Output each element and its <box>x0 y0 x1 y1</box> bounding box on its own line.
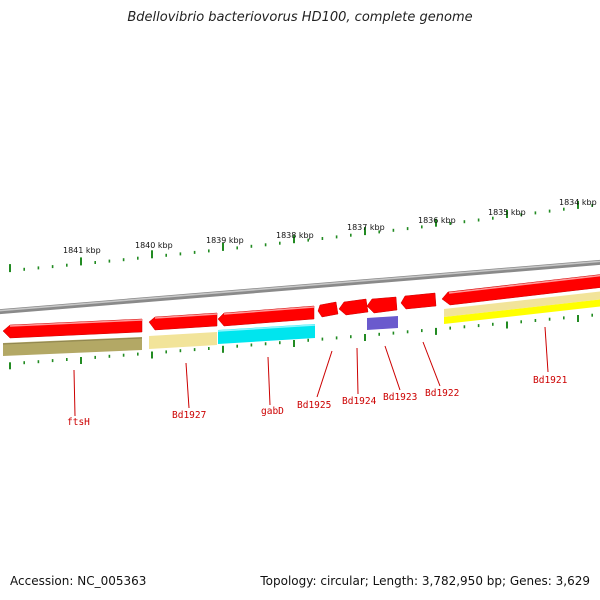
accession-label: Accession: NC_005363 <box>10 574 147 588</box>
scale-labels: 1841 kbp 1840 kbp 1839 kbp 1838 kbp 1837… <box>63 198 597 255</box>
cog-feature[interactable] <box>444 299 600 324</box>
label-leaders <box>73 326 549 417</box>
cds-feature[interactable] <box>366 296 398 314</box>
cds-feature[interactable] <box>317 301 339 318</box>
cds-feature[interactable] <box>217 305 315 327</box>
gene-label-gabd[interactable]: gabD <box>261 406 284 417</box>
cog-feature[interactable] <box>444 291 600 317</box>
cds-feature[interactable] <box>2 318 143 339</box>
scale-label: 1835 kbp <box>488 208 526 217</box>
gene-label-bd1925[interactable]: Bd1925 <box>297 400 331 411</box>
cds-feature[interactable] <box>338 298 369 316</box>
scale-label: 1834 kbp <box>559 198 597 207</box>
gene-label-ftsh[interactable]: ftsH <box>67 417 90 428</box>
cds-feature[interactable] <box>400 292 437 310</box>
outer-tick-ring <box>9 200 594 273</box>
gene-label-bd1922[interactable]: Bd1922 <box>425 388 459 399</box>
cog-feature-track <box>2 291 600 356</box>
genome-title: Bdellovibrio bacteriovorus HD100, comple… <box>127 10 473 25</box>
forward-cds-track <box>317 274 600 318</box>
cog-feature[interactable] <box>149 332 217 349</box>
genome-backbone <box>0 259 600 315</box>
cds-feature[interactable] <box>441 274 600 306</box>
scale-label: 1840 kbp <box>135 241 173 250</box>
cog-feature[interactable] <box>218 324 315 344</box>
scale-label: 1837 kbp <box>347 223 385 232</box>
gene-label-bd1927[interactable]: Bd1927 <box>172 410 206 421</box>
cog-feature[interactable] <box>367 316 398 330</box>
gene-label-bd1923[interactable]: Bd1923 <box>383 392 417 403</box>
scale-label: 1841 kbp <box>63 246 101 255</box>
cog-feature[interactable] <box>3 337 142 356</box>
reverse-cds-track <box>2 305 315 339</box>
inner-tick-ring <box>9 313 594 370</box>
scale-label: 1838 kbp <box>276 231 314 240</box>
scale-label: 1839 kbp <box>206 236 244 245</box>
topology-label: Topology: circular; Length: 3,782,950 bp… <box>260 574 590 588</box>
gene-label-bd1921[interactable]: Bd1921 <box>533 375 568 386</box>
gene-labels: ftsH Bd1927 gabD Bd1925 Bd1924 Bd1923 Bd… <box>67 375 568 428</box>
gene-label-bd1924[interactable]: Bd1924 <box>342 396 377 407</box>
scale-label: 1836 kbp <box>418 216 456 225</box>
